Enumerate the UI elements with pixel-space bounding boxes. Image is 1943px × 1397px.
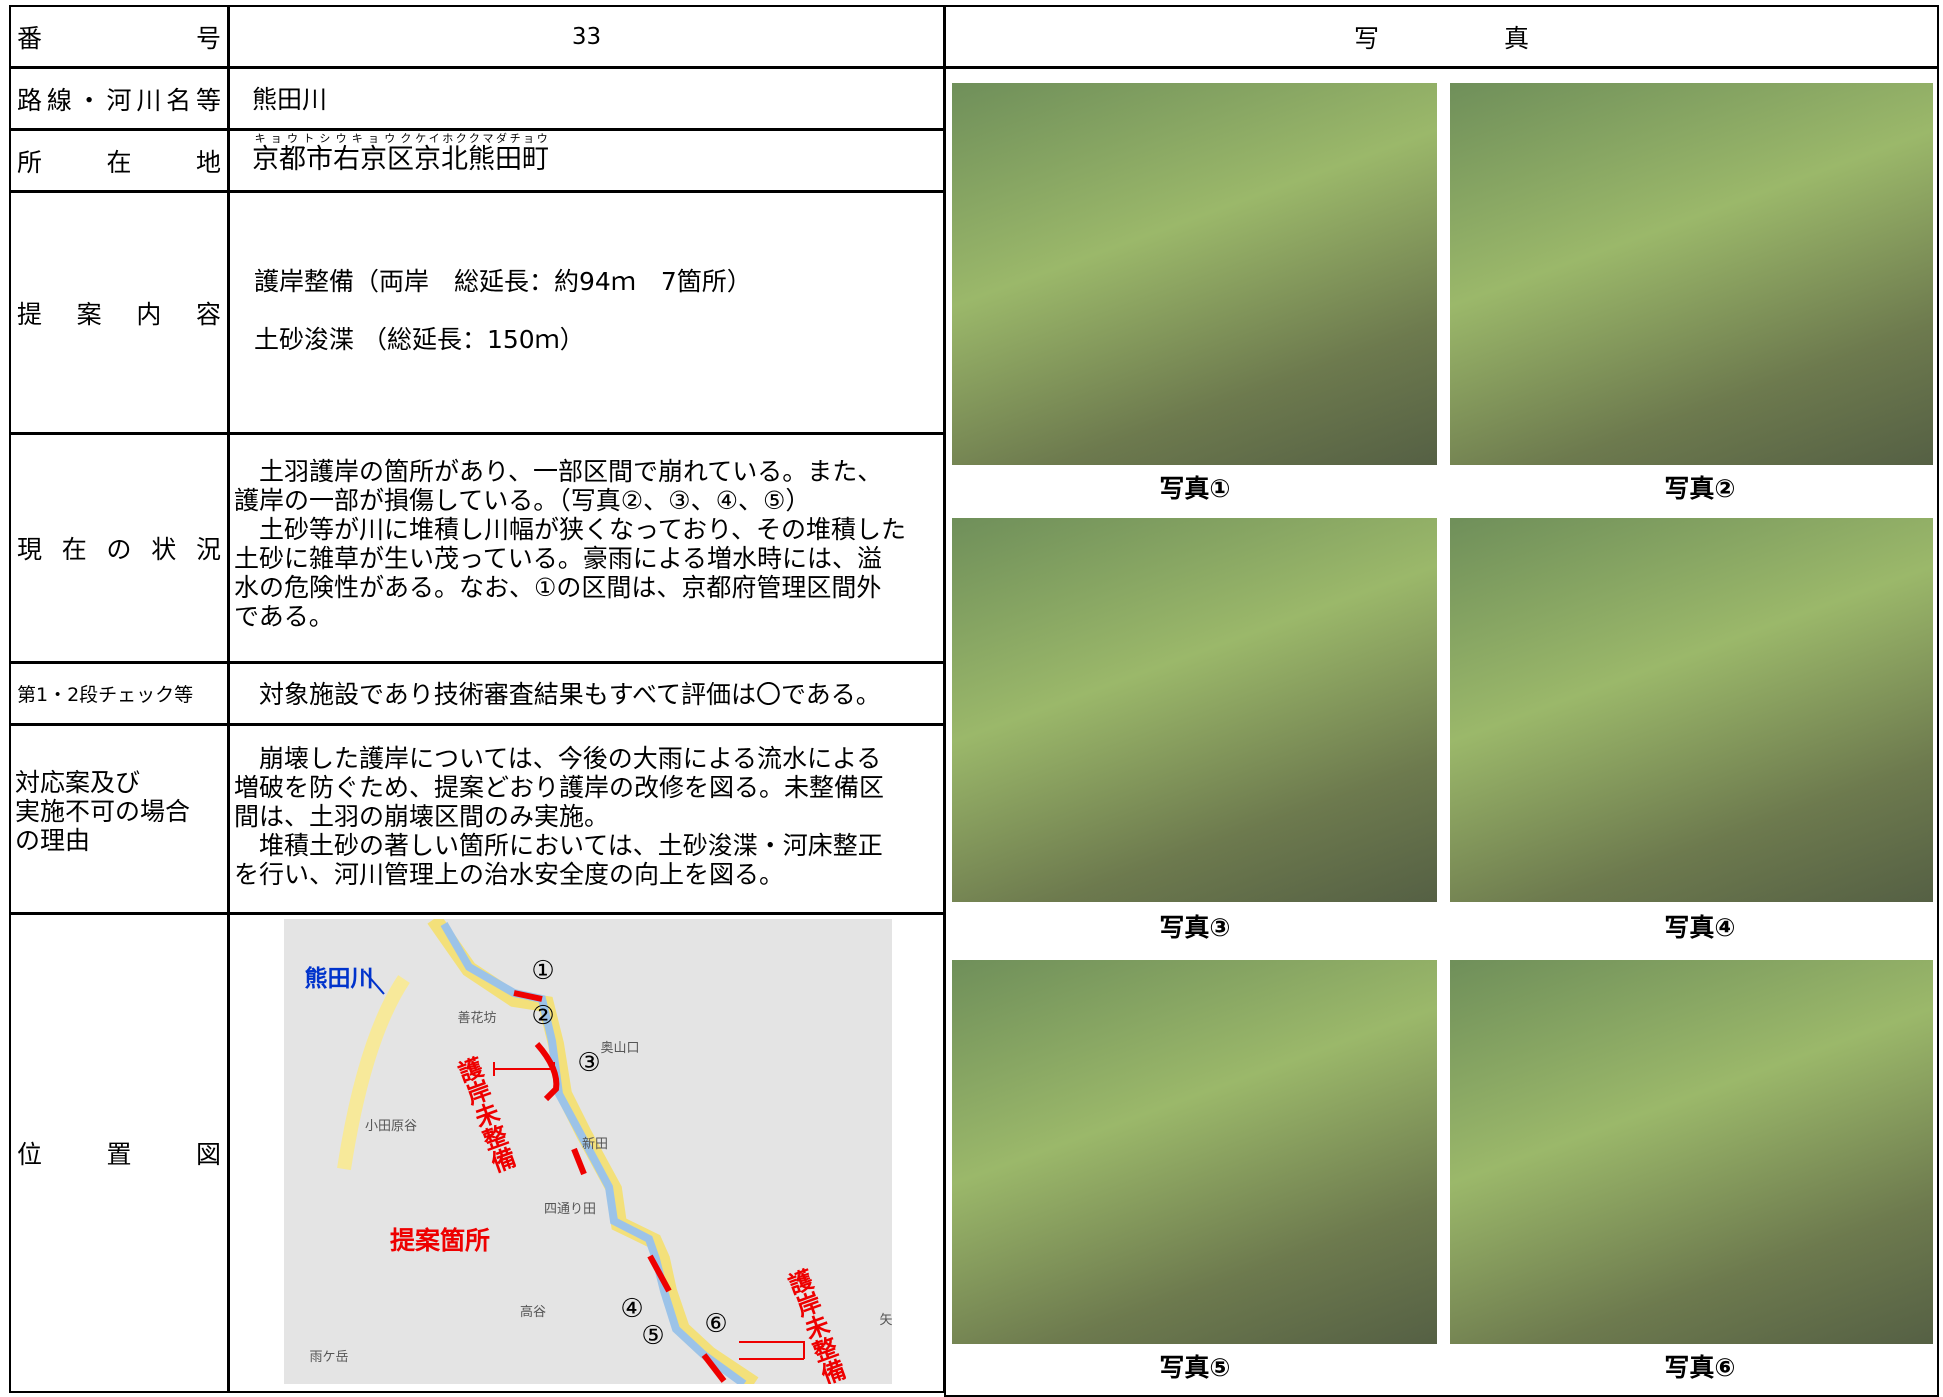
map-label: 提案箇所 <box>390 1226 490 1255</box>
label: 提 案 内 容 <box>17 299 221 329</box>
row-content: 崩壊した護岸については、今後の大雨による流水による 増破を防ぐため、提案どおり護岸… <box>228 724 945 914</box>
text: 熊田川 <box>252 85 328 114</box>
photo <box>1450 83 1933 465</box>
text: 対象施設であり技術審査結果もすべて評価は〇である。 <box>234 680 881 709</box>
road <box>427 919 759 1384</box>
line: 土砂等が川に堆積し川幅が狭くなっており、その堆積した <box>234 515 907 544</box>
line: 護岸整備（両岸 総延長：約94ｍ 7箇所） <box>254 267 752 296</box>
ruby: ケイホククマダチョウ <box>414 132 549 145</box>
label: 写 真 <box>1353 23 1529 53</box>
map-label: 小田原谷 <box>365 1119 417 1134</box>
text: 右京区 <box>333 144 414 175</box>
number-label-cell: 番 号 <box>9 5 229 68</box>
number: 33 <box>571 23 602 50</box>
line: 護岸の一部が損傷している。（写真②、③、④、⑤） <box>234 486 811 515</box>
row-label: 現 在 の 状 況 <box>9 433 229 663</box>
label: 位 置 図 <box>17 1140 221 1169</box>
row-content: 護岸整備（両岸 総延長：約94ｍ 7箇所） 土砂浚渫 （総延長：150ｍ） <box>228 191 945 434</box>
map-label: 奥山口 <box>600 1041 639 1056</box>
photo <box>952 960 1437 1344</box>
line: 堆積土砂の著しい箇所においては、土砂浚渫・河床整正 <box>234 831 883 860</box>
arrow <box>363 970 385 995</box>
map-label: ② <box>531 1001 554 1031</box>
map-label: ① <box>531 956 554 986</box>
line: 間は、土羽の崩壊区間のみ実施。 <box>234 802 610 831</box>
caption: 写真① <box>1159 474 1231 503</box>
row-content: 対象施設であり技術審査結果もすべて評価は〇である。 <box>228 662 945 725</box>
row-label: 第1・2段チェック等 <box>9 662 229 725</box>
line: の理由 <box>15 826 91 855</box>
map-label: 四通り田 <box>544 1202 596 1217</box>
map-label: 高谷 <box>520 1304 546 1320</box>
number-cell: 33 <box>228 5 945 68</box>
map-label: 新田 <box>582 1136 608 1152</box>
caption: 写真③ <box>1159 913 1231 942</box>
photo <box>1450 960 1933 1344</box>
photo <box>1450 518 1933 902</box>
caption: 写真④ <box>1664 913 1736 942</box>
label: 番 号 <box>17 23 221 53</box>
text: 京北熊田町 <box>414 144 549 175</box>
caption: 写真② <box>1664 474 1736 503</box>
row-content: 京都市キョウトシ右京区ウキョウク京北熊田町ケイホククマダチョウ <box>228 129 945 192</box>
map-label: ④ <box>620 1294 643 1324</box>
map-label: ⑥ <box>704 1309 727 1339</box>
row-label: 路線・河川名等 <box>9 67 229 130</box>
text: 京都市 <box>252 144 333 175</box>
caption: 写真⑤ <box>1159 1353 1231 1382</box>
line: を行い、河川管理上の治水安全度の向上を図る。 <box>234 860 785 889</box>
map-label: 熊田川 <box>305 965 374 992</box>
line: 土砂浚渫 （総延長：150ｍ） <box>254 325 585 354</box>
line: 崩壊した護岸については、今後の大雨による流水による <box>234 744 882 773</box>
address: 京都市キョウトシ <box>252 132 333 175</box>
line: である。 <box>234 602 334 631</box>
row-label: 所 在 地 <box>9 129 229 192</box>
row-content: 土羽護岸の箇所があり、一部区間で崩れている。また、 護岸の一部が損傷している。（写… <box>228 433 945 663</box>
map-label: 矢 <box>879 1313 892 1328</box>
map-label: ③ <box>577 1048 600 1078</box>
label: 所 在 地 <box>17 147 221 177</box>
line: 対応案及び <box>15 768 141 797</box>
row-content: 熊田川 <box>228 67 945 130</box>
label: 路線・河川名等 <box>17 85 221 115</box>
photo-header: 写 真 <box>944 5 1939 68</box>
unimproved-marks <box>493 1062 805 1360</box>
address: 京北熊田町ケイホククマダチョウ <box>414 132 549 175</box>
line: 土羽護岸の箇所があり、一部区間で崩れている。また、 <box>234 457 883 486</box>
ruby: キョウトシ <box>252 132 333 145</box>
label: 第1・2段チェック等 <box>17 684 194 706</box>
map-label: 雨ケ岳 <box>309 1350 348 1365</box>
photo <box>952 518 1437 902</box>
row-label: 対応案及び 実施不可の場合 の理由 <box>9 724 229 914</box>
row-label: 位 置 図 <box>9 913 229 1393</box>
label: 現 在 の 状 況 <box>17 535 221 564</box>
line: 土砂に雑草が生い茂っている。豪雨による増水時には、溢 <box>234 544 883 573</box>
line: 実施不可の場合 <box>15 797 191 826</box>
caption: 写真⑥ <box>1664 1353 1736 1382</box>
photo <box>952 83 1437 465</box>
address: 右京区ウキョウク <box>333 132 414 175</box>
ruby: ウキョウク <box>333 132 414 145</box>
map-label: 善花坊 <box>457 1010 496 1026</box>
row-label: 提 案 内 容 <box>9 191 229 434</box>
map-label: ⑤ <box>641 1321 664 1351</box>
road <box>337 975 410 1171</box>
line: 増破を防ぐため、提案どおり護岸の改修を図る。未整備区 <box>234 773 885 802</box>
line: 水の危険性がある。なお、①の区間は、京都府管理区間外 <box>234 573 882 602</box>
